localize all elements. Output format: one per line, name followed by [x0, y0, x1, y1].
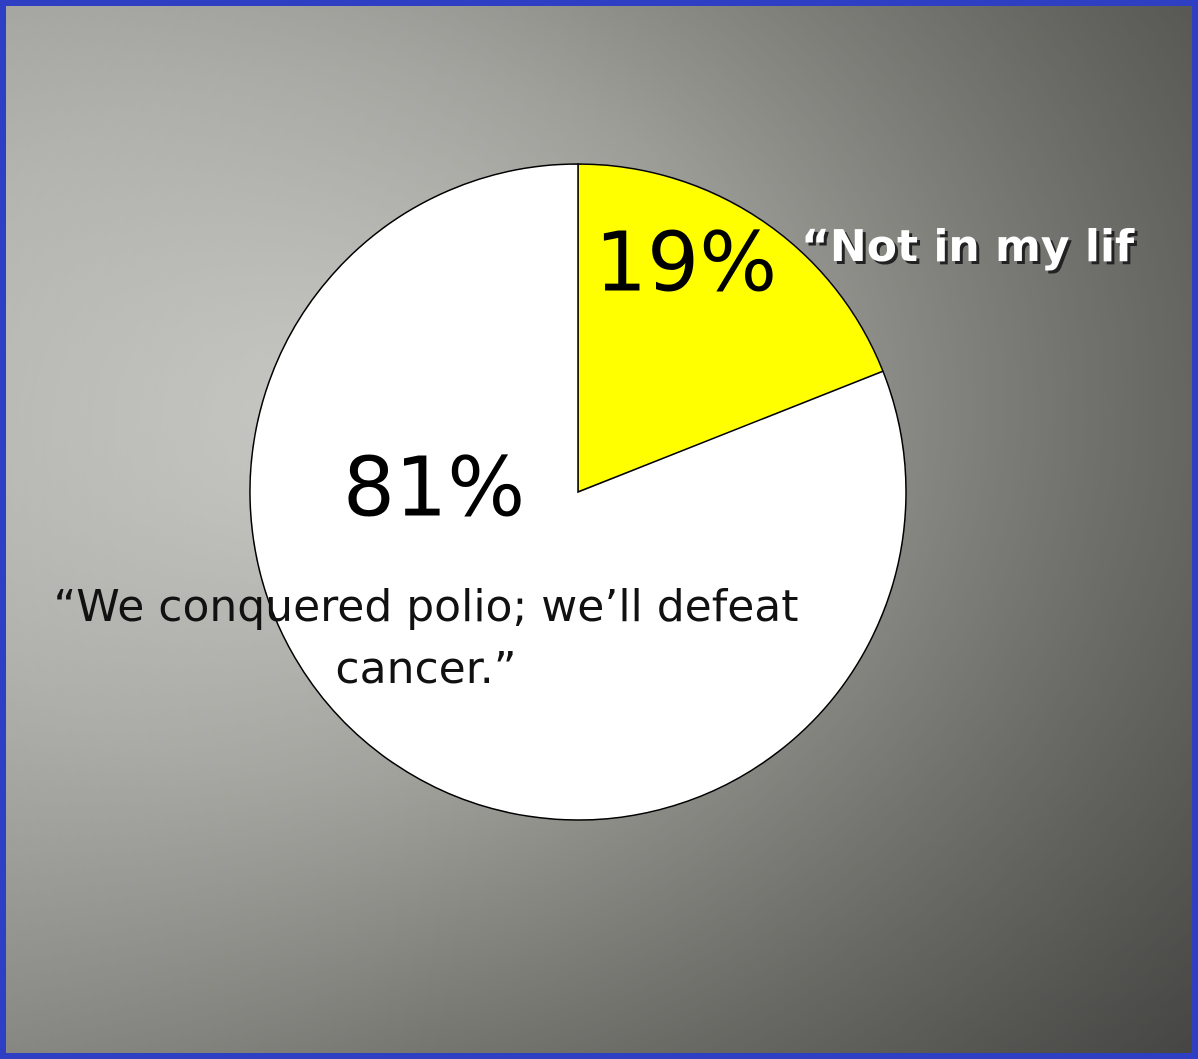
page: 19%81%“Not in my lif“Not in my lif “We c… [0, 0, 1198, 1059]
slice-quote: “We conquered polio; we’ll defeat cancer… [6, 576, 846, 700]
chart: 19%81%“Not in my lif“Not in my lif [6, 6, 1198, 1059]
slide: 19%81%“Not in my lif“Not in my lif “We c… [0, 0, 1198, 1059]
value-label: 81% [343, 440, 525, 535]
value-label: 19% [595, 215, 777, 310]
slice-quote: “Not in my lif [801, 221, 1135, 272]
